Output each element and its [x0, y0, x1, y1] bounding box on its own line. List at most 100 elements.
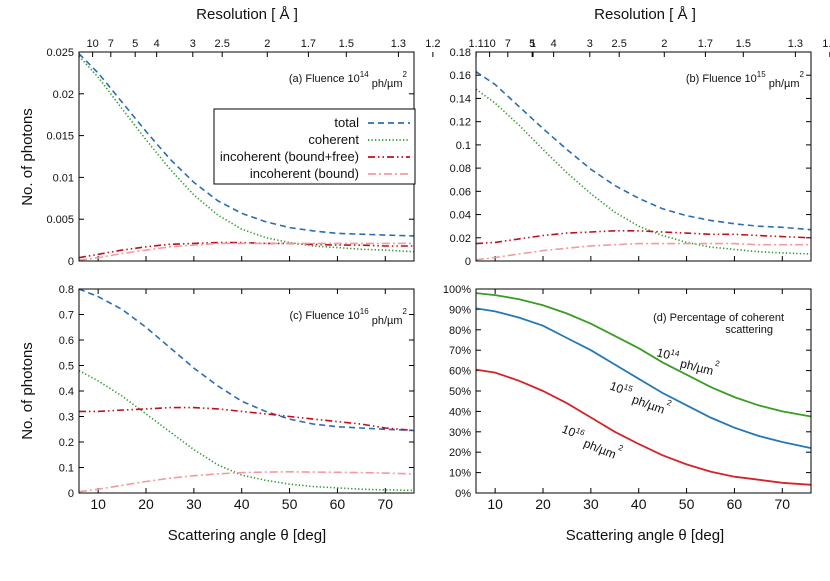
panel-annotation: (d) Percentage of coherent [653, 312, 784, 324]
series-line-total [78, 53, 415, 237]
curve-label-part: 2 [666, 398, 674, 408]
resolution-tick-label: 10 [86, 38, 98, 50]
series-line-f16 [475, 368, 812, 486]
resolution-axis-title: Resolution [ Å ] [196, 6, 298, 23]
curve-label-part: 10 [608, 379, 626, 397]
resolution-tick-label: 2 [264, 38, 270, 50]
y-tick-label: 0.8 [59, 284, 74, 296]
y-tick-label: 10% [449, 468, 471, 480]
annotation-part: 16 [360, 307, 369, 316]
resolution-tick-label: 5 [529, 38, 535, 50]
panel-annotation: (a) Fluence 1014 ph/µm2 [289, 70, 408, 90]
legend-label-incoherent_bound_free: incoherent (bound+free) [220, 149, 359, 164]
y-tick-label: 0.2 [59, 437, 74, 449]
x-tick-label: 40 [631, 496, 647, 512]
x-tick-label: 70 [377, 496, 393, 512]
y-tick-label: 100% [443, 284, 471, 296]
x-tick-label: 60 [330, 496, 346, 512]
resolution-tick-label: 3 [190, 38, 196, 50]
resolution-tick-label: 1.3 [788, 38, 803, 50]
series-line-incoherent_bound_free [79, 406, 415, 432]
y-tick-label: 0.12 [450, 117, 471, 129]
curve-label-f14: 1014 ph/µm2 [654, 344, 721, 379]
resolution-tick-label: 4 [154, 38, 160, 50]
y-tick-label: 60% [449, 366, 471, 378]
x-tick-label: 30 [186, 496, 202, 512]
curve-label-part: 16 [575, 426, 587, 438]
resolution-tick-label: 1.7 [698, 38, 713, 50]
y-tick-label: 0.1 [59, 463, 74, 475]
series-line-f14 [475, 292, 812, 418]
plot-frame [475, 51, 812, 262]
y-axis-title: No. of photons [19, 108, 36, 206]
y-tick-label: 0.02 [450, 233, 471, 245]
x-tick-label: 70 [774, 496, 790, 512]
resolution-tick-label: 5 [132, 38, 138, 50]
y-tick-label: 0% [455, 488, 471, 500]
y-tick-label: 0.3 [59, 412, 74, 424]
y-tick-label: 0 [465, 256, 471, 268]
legend-box [213, 108, 416, 185]
series-line-incoherent_bound [475, 242, 811, 261]
legend-label-incoherent_bound: incoherent (bound) [250, 166, 359, 181]
x-tick-label: 60 [727, 496, 743, 512]
x-tick-label: 10 [487, 496, 503, 512]
resolution-tick-label: 1.3 [391, 38, 406, 50]
y-tick-label: 0 [68, 256, 74, 268]
curve-label-f15: 1015 ph/µm2 [606, 378, 673, 419]
annotation-part: 2 [403, 70, 408, 79]
curve-label-part: 2 [714, 359, 721, 369]
y-tick-label: 0.04 [450, 210, 471, 222]
annotation-part: ph/µm [369, 78, 403, 90]
y-tick-label: 40% [449, 406, 471, 418]
curve-label-part: 10 [655, 345, 672, 362]
resolution-tick-label: 2.5 [215, 38, 230, 50]
x-tick-label: 20 [535, 496, 551, 512]
x-tick-label: 30 [583, 496, 599, 512]
y-axis-title: No. of photons [19, 342, 36, 440]
series-line-incoherent_bound [78, 242, 414, 261]
x-axis-title: Scattering angle θ [deg] [168, 527, 326, 544]
resolution-tick-label: 1.2 [822, 38, 830, 50]
legend: total coherent incoherent (bound+free) inco… [213, 108, 416, 185]
y-tick-label: 50% [449, 386, 471, 398]
resolution-tick-label: 1 [530, 38, 536, 50]
panel-annotation: (c) Fluence 1016 ph/µm2 [289, 307, 407, 327]
curve-label-f16: 1016 ph/µm2 [558, 421, 625, 464]
annotation-part: 15 [757, 70, 766, 79]
series-line-f15 [475, 307, 812, 449]
y-tick-label: 90% [449, 304, 471, 316]
y-tick-label: 0.02 [53, 89, 74, 101]
resolution-tick-label: 3 [587, 38, 593, 50]
resolution-tick-label: 1.5 [339, 38, 354, 50]
y-tick-label: 0.025 [46, 47, 74, 59]
series-line-incoherent_bound_free [78, 241, 414, 259]
curve-label-part: 10 [560, 422, 578, 440]
y-tick-label: 0.7 [59, 310, 74, 322]
curve-label-part: ph/µm [627, 391, 666, 417]
plot-frame [78, 288, 415, 494]
y-tick-label: 0.06 [450, 186, 471, 198]
annotation-part: 2 [800, 70, 805, 79]
resolution-tick-label: 4 [551, 38, 557, 50]
panel-c: 0 0.1 0.2 0.3 0.4 0.5 0.6 0.7 0.8 10 20 30 40 50 60 70 (… [59, 284, 415, 512]
x-tick-label: 50 [679, 496, 695, 512]
curve-label-part: ph/µm [676, 356, 715, 379]
curve-label-part: 15 [623, 382, 635, 394]
resolution-axis-title: Resolution [ Å ] [594, 6, 696, 23]
series-line-incoherent_bound [78, 470, 415, 493]
x-tick-label: 50 [282, 496, 298, 512]
y-tick-label: 0.1 [456, 140, 471, 152]
resolution-tick-label: 2 [661, 38, 667, 50]
plot-frame [475, 288, 812, 494]
y-tick-label: 0.16 [450, 70, 471, 82]
resolution-tick-label: 7 [505, 38, 511, 50]
annotation-part: (a) Fluence 10 [289, 73, 360, 85]
x-tick-label: 40 [234, 496, 250, 512]
resolution-tick-label: 1.7 [301, 38, 316, 50]
series-line-coherent [78, 55, 415, 253]
annotation-part: 2 [403, 307, 408, 316]
y-tick-label: 0.5 [59, 361, 74, 373]
